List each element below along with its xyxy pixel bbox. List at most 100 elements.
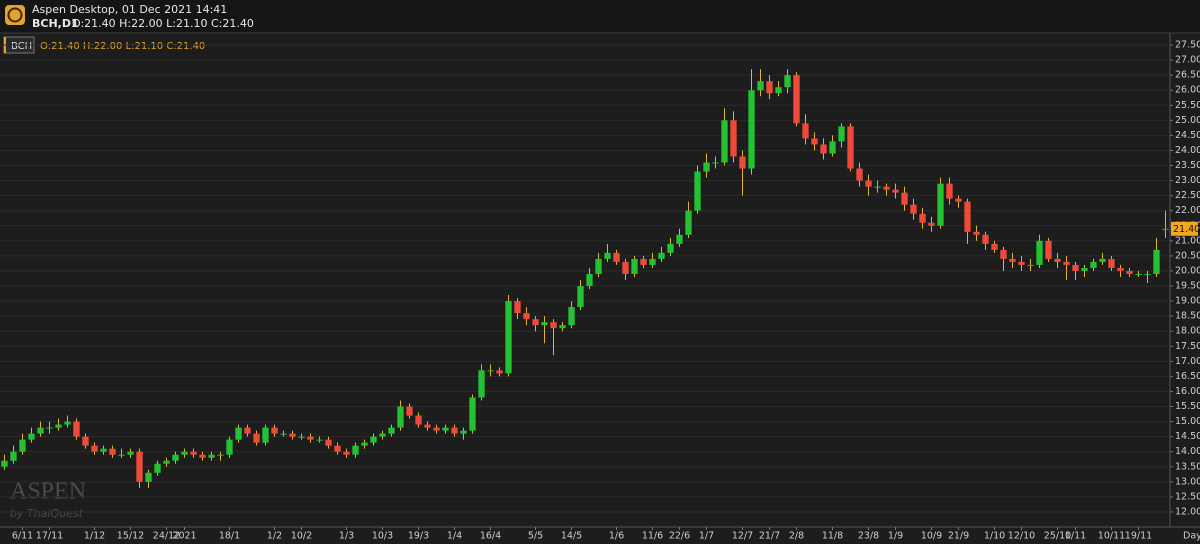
candle-body xyxy=(1126,270,1133,274)
x-tick-label: 18/1 xyxy=(219,531,240,542)
candle-body xyxy=(307,436,314,440)
x-tick-label: 14/5 xyxy=(561,531,582,542)
candle-body xyxy=(199,454,206,458)
symbol: BCH,D1 xyxy=(32,17,79,30)
candle-body xyxy=(1072,264,1079,271)
candle-body xyxy=(631,258,638,274)
candle-body xyxy=(685,210,692,235)
candle-body xyxy=(1081,267,1088,271)
y-tick-label: 19.00 xyxy=(1175,296,1200,307)
candle-body xyxy=(604,252,611,259)
candle-body xyxy=(271,427,278,434)
y-tick-label: 14.00 xyxy=(1175,446,1200,457)
y-tick-label: 16.00 xyxy=(1175,386,1200,397)
candle-body xyxy=(37,427,44,434)
x-tick-label: 11/6 xyxy=(642,531,663,542)
candle-body xyxy=(793,75,800,124)
x-tick-label: 10/3 xyxy=(372,531,393,542)
candle-body xyxy=(1135,273,1142,275)
candle-body xyxy=(748,90,755,169)
candle-body xyxy=(379,433,386,437)
x-tick-label: 24/12 xyxy=(153,531,180,542)
candle-body xyxy=(217,454,224,456)
x-tick-label: 1/12 xyxy=(84,531,105,542)
candle-body xyxy=(352,445,359,455)
x-tick-label: 10/2 xyxy=(291,531,312,542)
y-tick-label: 20.50 xyxy=(1175,250,1200,261)
window-title: Aspen Desktop, 01 Dec 2021 14:41 xyxy=(32,3,227,16)
candle-body xyxy=(820,144,827,154)
candle-body xyxy=(514,301,521,314)
candle-body xyxy=(397,406,404,428)
candle-body xyxy=(208,454,215,458)
candle-body xyxy=(190,451,197,455)
candle-body xyxy=(55,424,62,428)
y-tick-label: 13.00 xyxy=(1175,476,1200,487)
candle-body xyxy=(1,460,8,467)
y-tick-label: 19.50 xyxy=(1175,281,1200,292)
candle-body xyxy=(361,442,368,446)
price-tag xyxy=(1171,221,1198,236)
candle-body xyxy=(757,81,764,91)
y-tick-label: 15.00 xyxy=(1175,416,1200,427)
x-tick-label: 1/2 xyxy=(267,531,282,542)
candle-body xyxy=(1090,261,1097,268)
x-tick-label: 1/4 xyxy=(447,531,462,542)
candle-body xyxy=(802,123,809,139)
candle-body xyxy=(154,463,161,473)
candle-body xyxy=(712,162,719,164)
candle-body xyxy=(955,198,962,202)
y-tick-label: 24.50 xyxy=(1175,130,1200,141)
candle-body xyxy=(1000,249,1007,259)
candle-body xyxy=(946,183,953,199)
candle-body xyxy=(1144,273,1151,275)
candle-body xyxy=(325,439,332,446)
x-tick-label: 23/8 xyxy=(858,531,879,542)
candle-body xyxy=(64,421,71,425)
candle-body xyxy=(91,445,98,452)
candle-body xyxy=(523,313,530,320)
candle-body xyxy=(1108,258,1115,268)
y-tick-label: 21.00 xyxy=(1175,235,1200,246)
candle-body xyxy=(334,445,341,452)
candle-body xyxy=(109,448,116,455)
candle-body xyxy=(46,427,53,429)
x-tick-label: 11/8 xyxy=(822,531,843,542)
x-tick-label: 19/3 xyxy=(408,531,429,542)
candle-body xyxy=(883,186,890,190)
candle-body xyxy=(253,433,260,443)
y-tick-label: 23.50 xyxy=(1175,160,1200,171)
candle-body xyxy=(451,427,458,434)
candle-body xyxy=(73,421,80,437)
candle-body xyxy=(856,168,863,181)
candle-body xyxy=(991,243,998,250)
x-tick-label: 22/6 xyxy=(669,531,690,542)
y-tick-label: 18.50 xyxy=(1175,311,1200,322)
x-tick-label: 1/6 xyxy=(609,531,624,542)
watermark-by: by ThaiQuest xyxy=(10,507,84,520)
x-tick-label: 6/11 xyxy=(12,531,33,542)
candle-body xyxy=(1162,228,1169,230)
candle-body xyxy=(181,451,188,455)
candle-body xyxy=(1009,258,1016,262)
price-tag-label: 21.40 xyxy=(1173,224,1200,235)
candle-body xyxy=(136,451,143,482)
candle-body xyxy=(424,424,431,428)
x-tick-label: 2/8 xyxy=(789,531,804,542)
y-tick-label: 24.00 xyxy=(1175,145,1200,156)
x-tick-label: 2021 xyxy=(172,531,196,542)
candle-body xyxy=(370,436,377,443)
candle-body xyxy=(640,258,647,265)
candle-body xyxy=(235,427,242,440)
y-tick-label: 12.00 xyxy=(1175,506,1200,517)
candle-body xyxy=(1117,267,1124,271)
y-tick-label: 18.00 xyxy=(1175,326,1200,337)
y-tick-label: 25.50 xyxy=(1175,100,1200,111)
candle-body xyxy=(982,234,989,244)
y-tick-label: 26.50 xyxy=(1175,70,1200,81)
x-tick-label: 21/9 xyxy=(948,531,969,542)
candle-body xyxy=(1099,258,1106,262)
candle-body xyxy=(1018,261,1025,265)
candle-body xyxy=(532,319,539,326)
candle-body xyxy=(541,322,548,326)
